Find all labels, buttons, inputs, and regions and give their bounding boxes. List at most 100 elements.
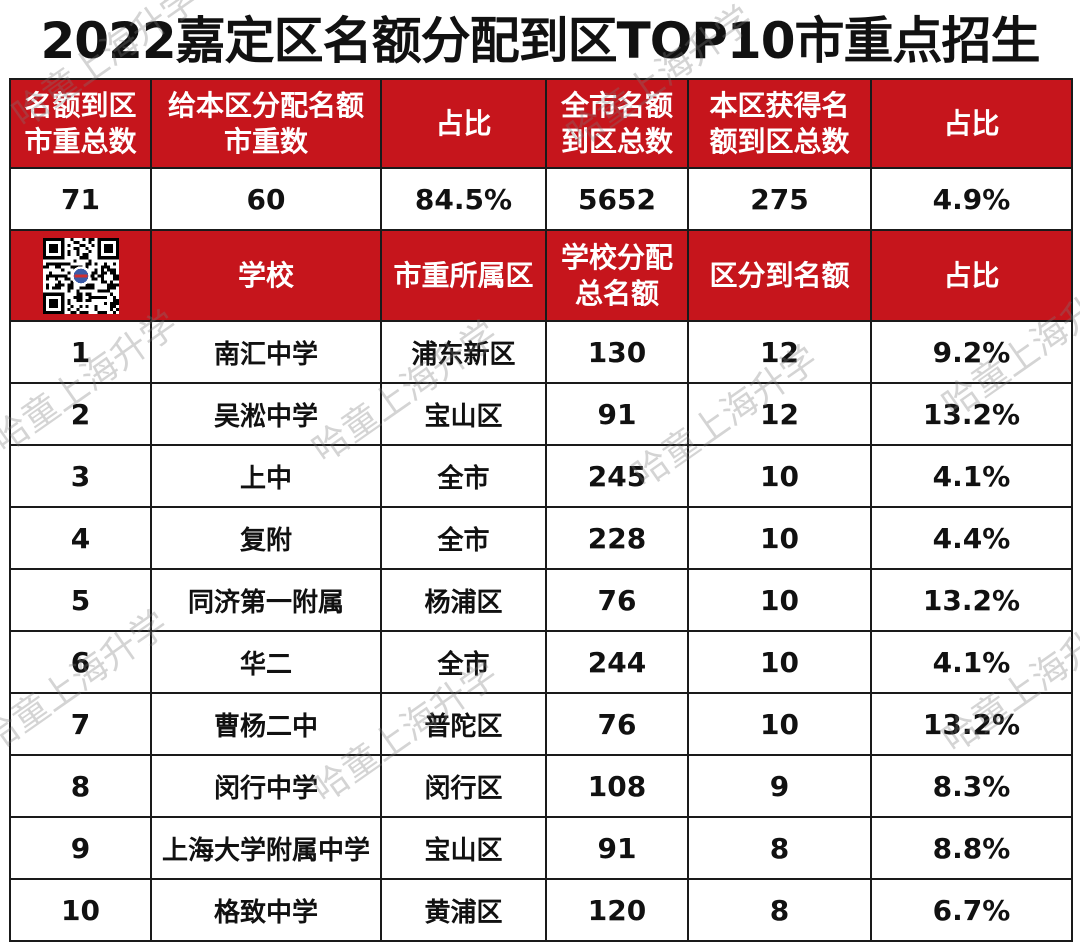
allocated-quota-cell: 12: [687, 320, 872, 384]
header-label: 占比: [435, 106, 492, 140]
qr-code-icon[interactable]: [42, 237, 119, 314]
summary-cell: 60: [150, 167, 382, 231]
total-quota-cell: 120: [545, 878, 689, 942]
table-row: 2 吴淞中学 宝山区 91 12 13.2%: [9, 382, 1073, 446]
qr-cell: [9, 229, 152, 322]
header-label: 学校: [237, 258, 294, 292]
header-label: 市重所属区: [393, 258, 534, 292]
district-cell: 普陀区: [380, 692, 547, 756]
rank-cell: 8: [9, 754, 152, 818]
header-label: 占比: [943, 258, 1000, 292]
ratio-cell: 6.7%: [870, 878, 1073, 942]
allocated-quota-cell: 8: [687, 878, 872, 942]
school-cell: 华二: [150, 630, 382, 694]
summary-cell: 275: [687, 167, 872, 231]
rank-cell: 10: [9, 878, 152, 942]
district-cell: 全市: [380, 444, 547, 508]
ratio-cell: 9.2%: [870, 320, 1073, 384]
rank-cell: 1: [9, 320, 152, 384]
district-cell: 全市: [380, 506, 547, 570]
rank-cell: 9: [9, 816, 152, 880]
header-label: 本区获得名 额到区总数: [709, 88, 850, 158]
ratio-cell: 4.1%: [870, 630, 1073, 694]
district-cell: 闵行区: [380, 754, 547, 818]
header-row-summary: 名额到区 市重总数 给本区分配名额 市重数 占比 全市名额 到区总数 本区获得名 额到区…: [9, 78, 1073, 169]
table-row: 5 同济第一附属 杨浦区 76 10 13.2%: [9, 568, 1073, 632]
rank-cell: 7: [9, 692, 152, 756]
total-quota-cell: 91: [545, 382, 689, 446]
header-cell: 给本区分配名额 市重数: [150, 78, 382, 169]
school-cell: 格致中学: [150, 878, 382, 942]
school-cell: 上海大学附属中学: [150, 816, 382, 880]
header-label: 全市名额 到区总数: [560, 88, 673, 158]
allocated-quota-cell: 10: [687, 444, 872, 508]
summary-cell: 84.5%: [380, 167, 547, 231]
rank-cell: 5: [9, 568, 152, 632]
total-quota-cell: 76: [545, 568, 689, 632]
rank-cell: 2: [9, 382, 152, 446]
header-cell: 全市名额 到区总数: [545, 78, 689, 169]
table-row: 10 格致中学 黄浦区 120 8 6.7%: [9, 878, 1073, 942]
table-row: 9 上海大学附属中学 宝山区 91 8 8.8%: [9, 816, 1073, 880]
header-cell: 占比: [380, 78, 547, 169]
table-row: 1 南汇中学 浦东新区 130 12 9.2%: [9, 320, 1073, 384]
ratio-cell: 13.2%: [870, 568, 1073, 632]
ratio-cell: 13.2%: [870, 382, 1073, 446]
table-row: 6 华二 全市 244 10 4.1%: [9, 630, 1073, 694]
ratio-cell: 8.3%: [870, 754, 1073, 818]
header-cell: 占比: [870, 78, 1073, 169]
district-cell: 浦东新区: [380, 320, 547, 384]
header-row-schools: 学校 市重所属区 学校分配 总名额 区分到名额 占比: [9, 229, 1073, 322]
ratio-cell: 4.4%: [870, 506, 1073, 570]
header-label: 给本区分配名额 市重数: [167, 88, 364, 158]
table-row: 7 曹杨二中 普陀区 76 10 13.2%: [9, 692, 1073, 756]
allocated-quota-cell: 8: [687, 816, 872, 880]
allocated-quota-cell: 9: [687, 754, 872, 818]
school-cell: 南汇中学: [150, 320, 382, 384]
header-cell: 名额到区 市重总数: [9, 78, 152, 169]
allocated-quota-cell: 10: [687, 630, 872, 694]
header-label: 名额到区 市重总数: [24, 88, 137, 158]
rank-cell: 3: [9, 444, 152, 508]
page-title: 2022嘉定区名额分配到区TOP10市重点招生: [40, 12, 1041, 70]
summary-cell: 5652: [545, 167, 689, 231]
district-cell: 黄浦区: [380, 878, 547, 942]
enrollment-table: 名额到区 市重总数 给本区分配名额 市重数 占比 全市名额 到区总数 本区获得名 额到区…: [9, 78, 1073, 942]
ratio-cell: 13.2%: [870, 692, 1073, 756]
header-cell: 市重所属区: [380, 229, 547, 322]
school-cell: 曹杨二中: [150, 692, 382, 756]
district-cell: 杨浦区: [380, 568, 547, 632]
table-row: 3 上中 全市 245 10 4.1%: [9, 444, 1073, 508]
header-label: 占比: [943, 106, 1000, 140]
school-cell: 吴淞中学: [150, 382, 382, 446]
header-cell: 学校: [150, 229, 382, 322]
total-quota-cell: 244: [545, 630, 689, 694]
rank-cell: 4: [9, 506, 152, 570]
district-cell: 宝山区: [380, 816, 547, 880]
district-cell: 全市: [380, 630, 547, 694]
table-row: 8 闵行中学 闵行区 108 9 8.3%: [9, 754, 1073, 818]
allocated-quota-cell: 12: [687, 382, 872, 446]
allocated-quota-cell: 10: [687, 692, 872, 756]
total-quota-cell: 228: [545, 506, 689, 570]
total-quota-cell: 245: [545, 444, 689, 508]
school-cell: 复附: [150, 506, 382, 570]
header-cell: 学校分配 总名额: [545, 229, 689, 322]
total-quota-cell: 130: [545, 320, 689, 384]
table-row: 4 复附 全市 228 10 4.4%: [9, 506, 1073, 570]
total-quota-cell: 91: [545, 816, 689, 880]
header-cell: 本区获得名 额到区总数: [687, 78, 872, 169]
school-cell: 上中: [150, 444, 382, 508]
total-quota-cell: 108: [545, 754, 689, 818]
summary-row: 71 60 84.5% 5652 275 4.9%: [9, 167, 1073, 231]
school-cell: 闵行中学: [150, 754, 382, 818]
header-label: 学校分配 总名额: [560, 240, 673, 310]
school-cell: 同济第一附属: [150, 568, 382, 632]
ratio-cell: 4.1%: [870, 444, 1073, 508]
rank-cell: 6: [9, 630, 152, 694]
header-cell: 区分到名额: [687, 229, 872, 322]
summary-cell: 4.9%: [870, 167, 1073, 231]
allocated-quota-cell: 10: [687, 506, 872, 570]
total-quota-cell: 76: [545, 692, 689, 756]
district-cell: 宝山区: [380, 382, 547, 446]
